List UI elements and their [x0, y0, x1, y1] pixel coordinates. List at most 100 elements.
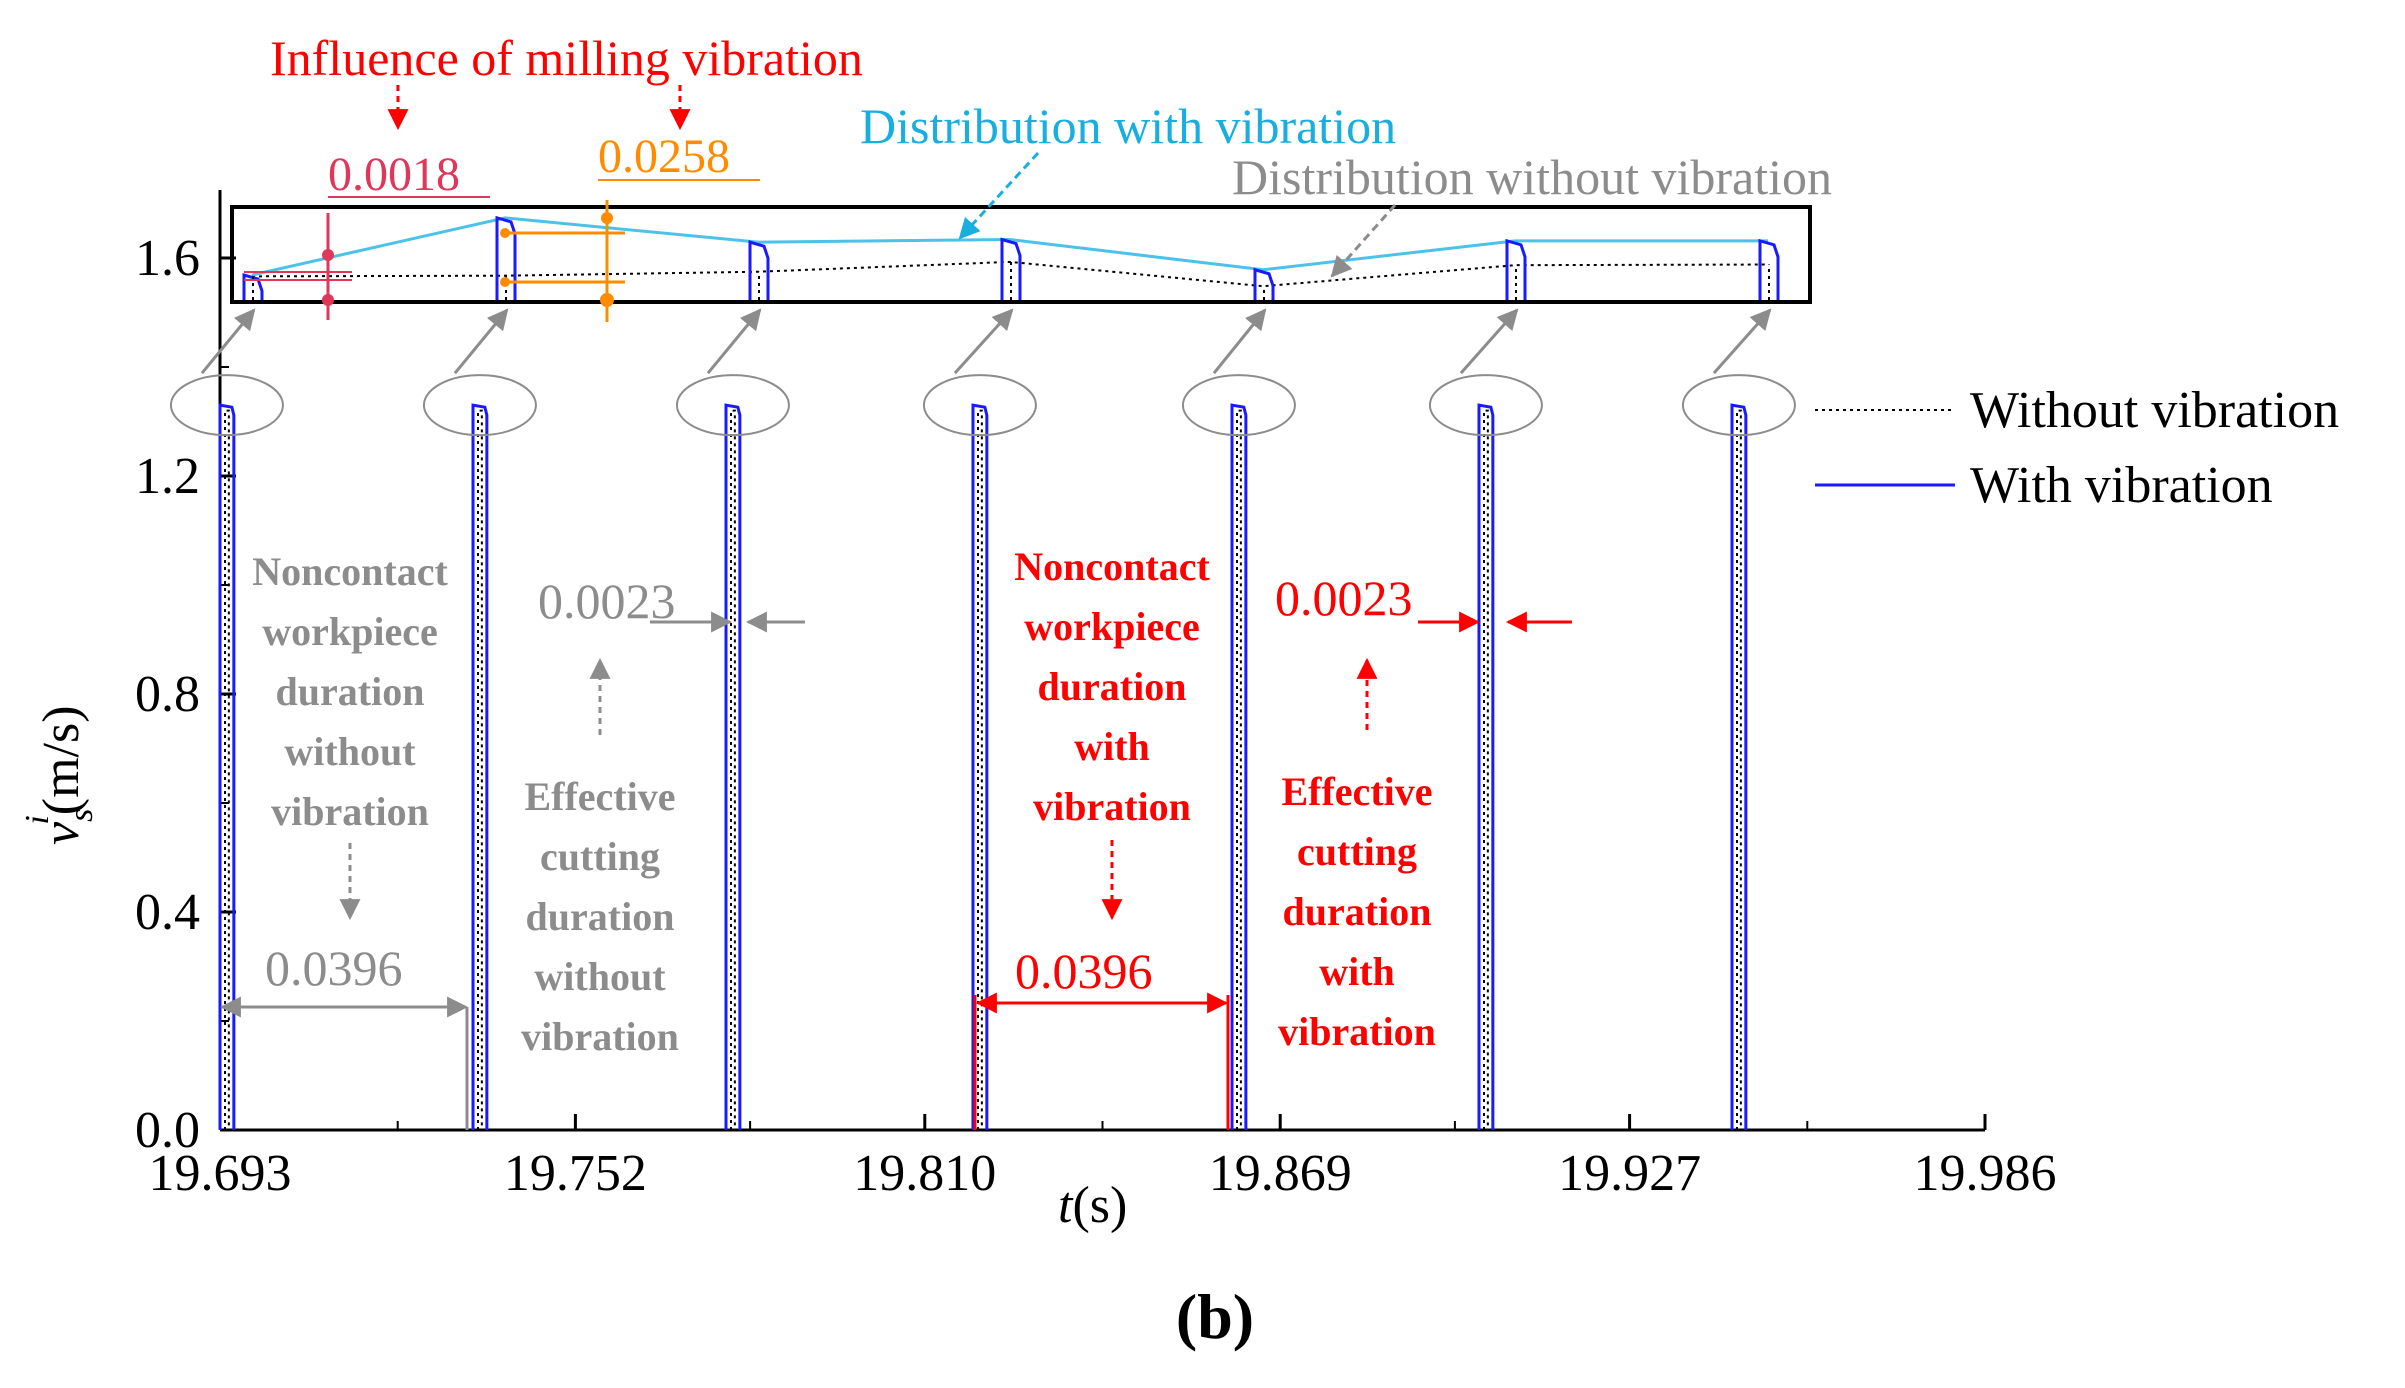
svg-text:without: without: [534, 954, 666, 999]
y-axis-title-sub: s: [63, 809, 100, 822]
pulse-with-vibration: [971, 403, 989, 1130]
svg-text:duration: duration: [276, 669, 425, 714]
zoom-circle: [169, 374, 284, 437]
svg-text:Noncontact: Noncontact: [252, 549, 448, 594]
pulse-without-vibration: [1236, 409, 1242, 1130]
x-tick-label: 19.693: [149, 1145, 292, 1202]
pulse-without-vibration: [1736, 409, 1742, 1130]
noncontact-without-annotation: Noncontact workpiece duration without vi…: [252, 549, 448, 834]
legend-without-label: Without vibration: [1970, 382, 2339, 439]
ticks: 19.693 19.752 19.810 19.869 19.927 19.9860.00…: [135, 230, 2057, 1202]
legend: Without vibration With vibration: [1815, 382, 2339, 514]
x-tick-label: 19.752: [504, 1145, 647, 1202]
zoom-circle: [922, 374, 1037, 437]
effective-without-annotation: Effective cutting duration without vibra…: [521, 774, 679, 1059]
zoom-arrow: [1212, 308, 1267, 375]
effective-with-annotation: Effective cutting duration with vibratio…: [1278, 769, 1436, 1054]
svg-text:duration: duration: [1038, 664, 1187, 709]
pulse-without-vibration: [477, 409, 483, 1130]
x-tick-label: 19.986: [1914, 1145, 2057, 1202]
inset-pulse-top: [1253, 267, 1275, 300]
value-0396-red: 0.0396: [1015, 943, 1153, 999]
svg-text:with: with: [1319, 949, 1395, 994]
svg-text:workpiece: workpiece: [262, 609, 438, 654]
inset-line-with-vibration: [251, 216, 1768, 277]
dist-with-label: Distribution with vibration: [860, 98, 1396, 154]
dist-without-label: Distribution without vibration: [1232, 149, 1832, 205]
svg-text:duration: duration: [1283, 889, 1432, 934]
legend-with-label: With vibration: [1970, 457, 2273, 514]
svg-text:Noncontact: Noncontact: [1014, 544, 1210, 589]
svg-text:cutting: cutting: [1297, 829, 1417, 874]
zoom-circle: [1428, 374, 1543, 437]
zoom-circle: [675, 374, 790, 437]
pulse-without-vibration: [730, 409, 736, 1130]
y-tick-label: 1.2: [135, 448, 200, 505]
value-0396-gray: 0.0396: [265, 940, 403, 996]
svg-text:without: without: [284, 729, 416, 774]
inset-pulse-top: [1758, 238, 1780, 300]
pulse-with-vibration: [471, 403, 489, 1130]
value-0258: 0.0258: [598, 130, 730, 183]
panel-label: (b): [1176, 1281, 1254, 1352]
value-0023-red: 0.0023: [1275, 570, 1413, 626]
zoom-inset-box: [230, 205, 1812, 304]
pulse-without-vibration: [224, 409, 230, 1130]
zoom-circle: [1681, 374, 1796, 437]
pulse-with-vibration: [1230, 403, 1248, 1130]
y-axis-title-base: v: [33, 821, 90, 845]
pulse-without-vibration: [1482, 409, 1489, 1130]
zoom-arrow: [1459, 308, 1519, 375]
zoom-arrow: [1712, 308, 1772, 375]
svg-text:cutting: cutting: [540, 834, 660, 879]
x-axis-title: t(s): [1058, 1177, 1127, 1234]
x-tick-label: 19.927: [1558, 1145, 1701, 1202]
zoom-inset: [242, 215, 1780, 300]
marker-0018: [244, 213, 352, 320]
pulse-with-vibration: [1730, 403, 1748, 1130]
value-0018: 0.0018: [328, 148, 460, 201]
svg-text:vibration: vibration: [521, 1014, 679, 1059]
zoom-arrow: [200, 308, 256, 375]
x-tick-label: 19.810: [853, 1145, 996, 1202]
pulse-with-vibration: [724, 403, 742, 1130]
marker-0258: [500, 200, 625, 322]
y-tick-label: 0.0: [135, 1102, 200, 1159]
svg-text:duration: duration: [526, 894, 675, 939]
inset-pulse-top: [748, 240, 770, 300]
svg-text:vsi(m/s): vsi(m/s): [19, 705, 100, 845]
zoom-circle: [422, 374, 537, 437]
zoom-circle: [1181, 374, 1296, 437]
svg-text:vibration: vibration: [1033, 784, 1191, 829]
inset-pulse-top: [495, 215, 517, 300]
svg-text:vibration: vibration: [271, 789, 429, 834]
inset-line-without-vibration: [251, 260, 1769, 288]
svg-text:with: with: [1074, 724, 1150, 769]
svg-text:Effective: Effective: [1281, 769, 1432, 814]
svg-text:vibration: vibration: [1278, 1009, 1436, 1054]
x-axis-title-italic: t: [1058, 1177, 1074, 1234]
y-axis-title-unit: (m/s): [33, 705, 90, 815]
inset-pulse-top: [1505, 238, 1527, 300]
inset-pulse-top: [1000, 237, 1022, 300]
y-tick-label: 0.8: [135, 666, 200, 723]
noncontact-with-annotation: Noncontact workpiece duration with vibra…: [1014, 544, 1210, 829]
x-tick-label: 19.869: [1209, 1145, 1352, 1202]
dist-with-arrow: [958, 151, 1040, 240]
pulse-with-vibration: [218, 403, 236, 1130]
y-axis-title: vsi(m/s): [19, 705, 100, 845]
y-tick-label: 1.6: [135, 230, 200, 287]
zoom-arrow: [453, 308, 509, 375]
y-tick-label: 0.4: [135, 884, 200, 941]
dist-without-arrow: [1330, 204, 1397, 278]
x-axis-title-unit: (s): [1072, 1177, 1127, 1234]
value-0023-gray: 0.0023: [538, 573, 676, 629]
svg-text:Effective: Effective: [524, 774, 675, 819]
y-axis-title-sup: i: [19, 815, 56, 824]
zoom-arrow: [953, 308, 1014, 375]
pulse-series: [218, 403, 1748, 1130]
influence-title: Influence of milling vibration: [270, 30, 863, 86]
svg-text:workpiece: workpiece: [1024, 604, 1200, 649]
